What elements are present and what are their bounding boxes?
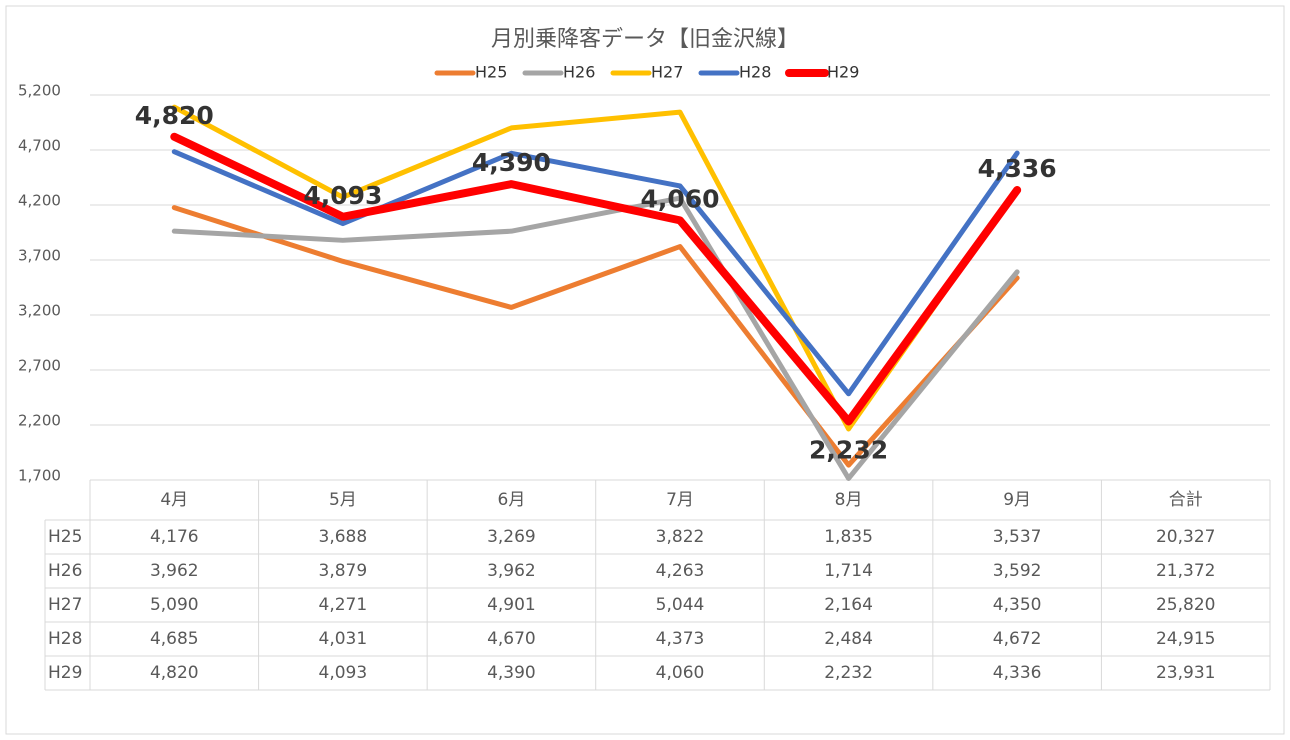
table-cell: 4,901 bbox=[487, 595, 536, 615]
y-tick-label: 1,700 bbox=[18, 467, 61, 485]
table-cell: 1,714 bbox=[824, 561, 873, 581]
table-cell: 4,271 bbox=[319, 595, 368, 615]
table-cell: 3,269 bbox=[487, 527, 536, 547]
table-cell: 3,879 bbox=[319, 561, 368, 581]
legend-label: H28 bbox=[739, 63, 771, 82]
table-cell: 3,962 bbox=[150, 561, 199, 581]
table-cell: 3,688 bbox=[319, 527, 368, 547]
table-cell: 4,060 bbox=[656, 663, 705, 683]
data-label: 2,232 bbox=[809, 435, 888, 464]
legend-label: H26 bbox=[563, 63, 595, 82]
table-total: 24,915 bbox=[1156, 629, 1215, 649]
table-total: 21,372 bbox=[1156, 561, 1215, 581]
table-total: 25,820 bbox=[1156, 595, 1215, 615]
table-cell: 3,962 bbox=[487, 561, 536, 581]
table-header: 合計 bbox=[1169, 490, 1203, 510]
table-cell: 4,350 bbox=[993, 595, 1042, 615]
table-cell: 2,484 bbox=[824, 629, 873, 649]
row-label: H28 bbox=[48, 629, 82, 649]
series-line bbox=[171, 205, 1020, 468]
table-cell: 2,232 bbox=[824, 663, 873, 683]
table-cell: 4,093 bbox=[319, 663, 368, 683]
x-tick-label: 7月 bbox=[666, 490, 694, 510]
row-label: H29 bbox=[48, 663, 82, 683]
table-cell: 2,164 bbox=[824, 595, 873, 615]
data-label: 4,390 bbox=[472, 148, 551, 177]
table-cell: 5,044 bbox=[656, 595, 705, 615]
y-tick-label: 3,700 bbox=[18, 247, 61, 265]
table-cell: 4,670 bbox=[487, 629, 536, 649]
y-tick-label: 4,200 bbox=[18, 192, 61, 210]
table-cell: 5,090 bbox=[150, 595, 199, 615]
data-label: 4,093 bbox=[303, 181, 382, 210]
legend-label: H27 bbox=[651, 63, 683, 82]
table-total: 20,327 bbox=[1156, 527, 1215, 547]
y-tick-label: 2,200 bbox=[18, 412, 61, 430]
x-tick-label: 6月 bbox=[498, 490, 526, 510]
table-cell: 4,031 bbox=[319, 629, 368, 649]
y-tick-label: 2,700 bbox=[18, 357, 61, 375]
table-cell: 4,176 bbox=[150, 527, 199, 547]
legend-label: H29 bbox=[827, 63, 859, 82]
y-tick-label: 5,200 bbox=[18, 82, 61, 100]
table-cell: 4,390 bbox=[487, 663, 536, 683]
chart-title: 月別乗降客データ【旧金沢線】 bbox=[491, 27, 799, 52]
legend-label: H25 bbox=[475, 63, 507, 82]
x-tick-label: 4月 bbox=[160, 490, 188, 510]
row-label: H25 bbox=[48, 527, 82, 547]
table-cell: 4,336 bbox=[993, 663, 1042, 683]
table-cell: 4,263 bbox=[656, 561, 705, 581]
table-cell: 4,820 bbox=[150, 663, 199, 683]
table-cell: 1,835 bbox=[824, 527, 873, 547]
table-total: 23,931 bbox=[1156, 663, 1215, 683]
table-cell: 3,822 bbox=[656, 527, 705, 547]
y-tick-label: 4,700 bbox=[18, 137, 61, 155]
series-line bbox=[170, 132, 1022, 426]
x-tick-label: 5月 bbox=[329, 490, 357, 510]
data-label: 4,336 bbox=[978, 154, 1057, 183]
table-cell: 4,672 bbox=[993, 629, 1042, 649]
table-cell: 4,373 bbox=[656, 629, 705, 649]
series-line bbox=[171, 149, 1020, 397]
x-tick-label: 9月 bbox=[1003, 490, 1031, 510]
x-tick-label: 8月 bbox=[835, 490, 863, 510]
row-label: H27 bbox=[48, 595, 82, 615]
table-cell: 3,537 bbox=[993, 527, 1042, 547]
table-cell: 4,685 bbox=[150, 629, 199, 649]
data-label: 4,820 bbox=[135, 101, 214, 130]
data-label: 4,060 bbox=[640, 184, 719, 213]
y-tick-label: 3,200 bbox=[18, 302, 61, 320]
row-label: H26 bbox=[48, 561, 82, 581]
table-cell: 3,592 bbox=[993, 561, 1042, 581]
series-line bbox=[171, 195, 1020, 481]
